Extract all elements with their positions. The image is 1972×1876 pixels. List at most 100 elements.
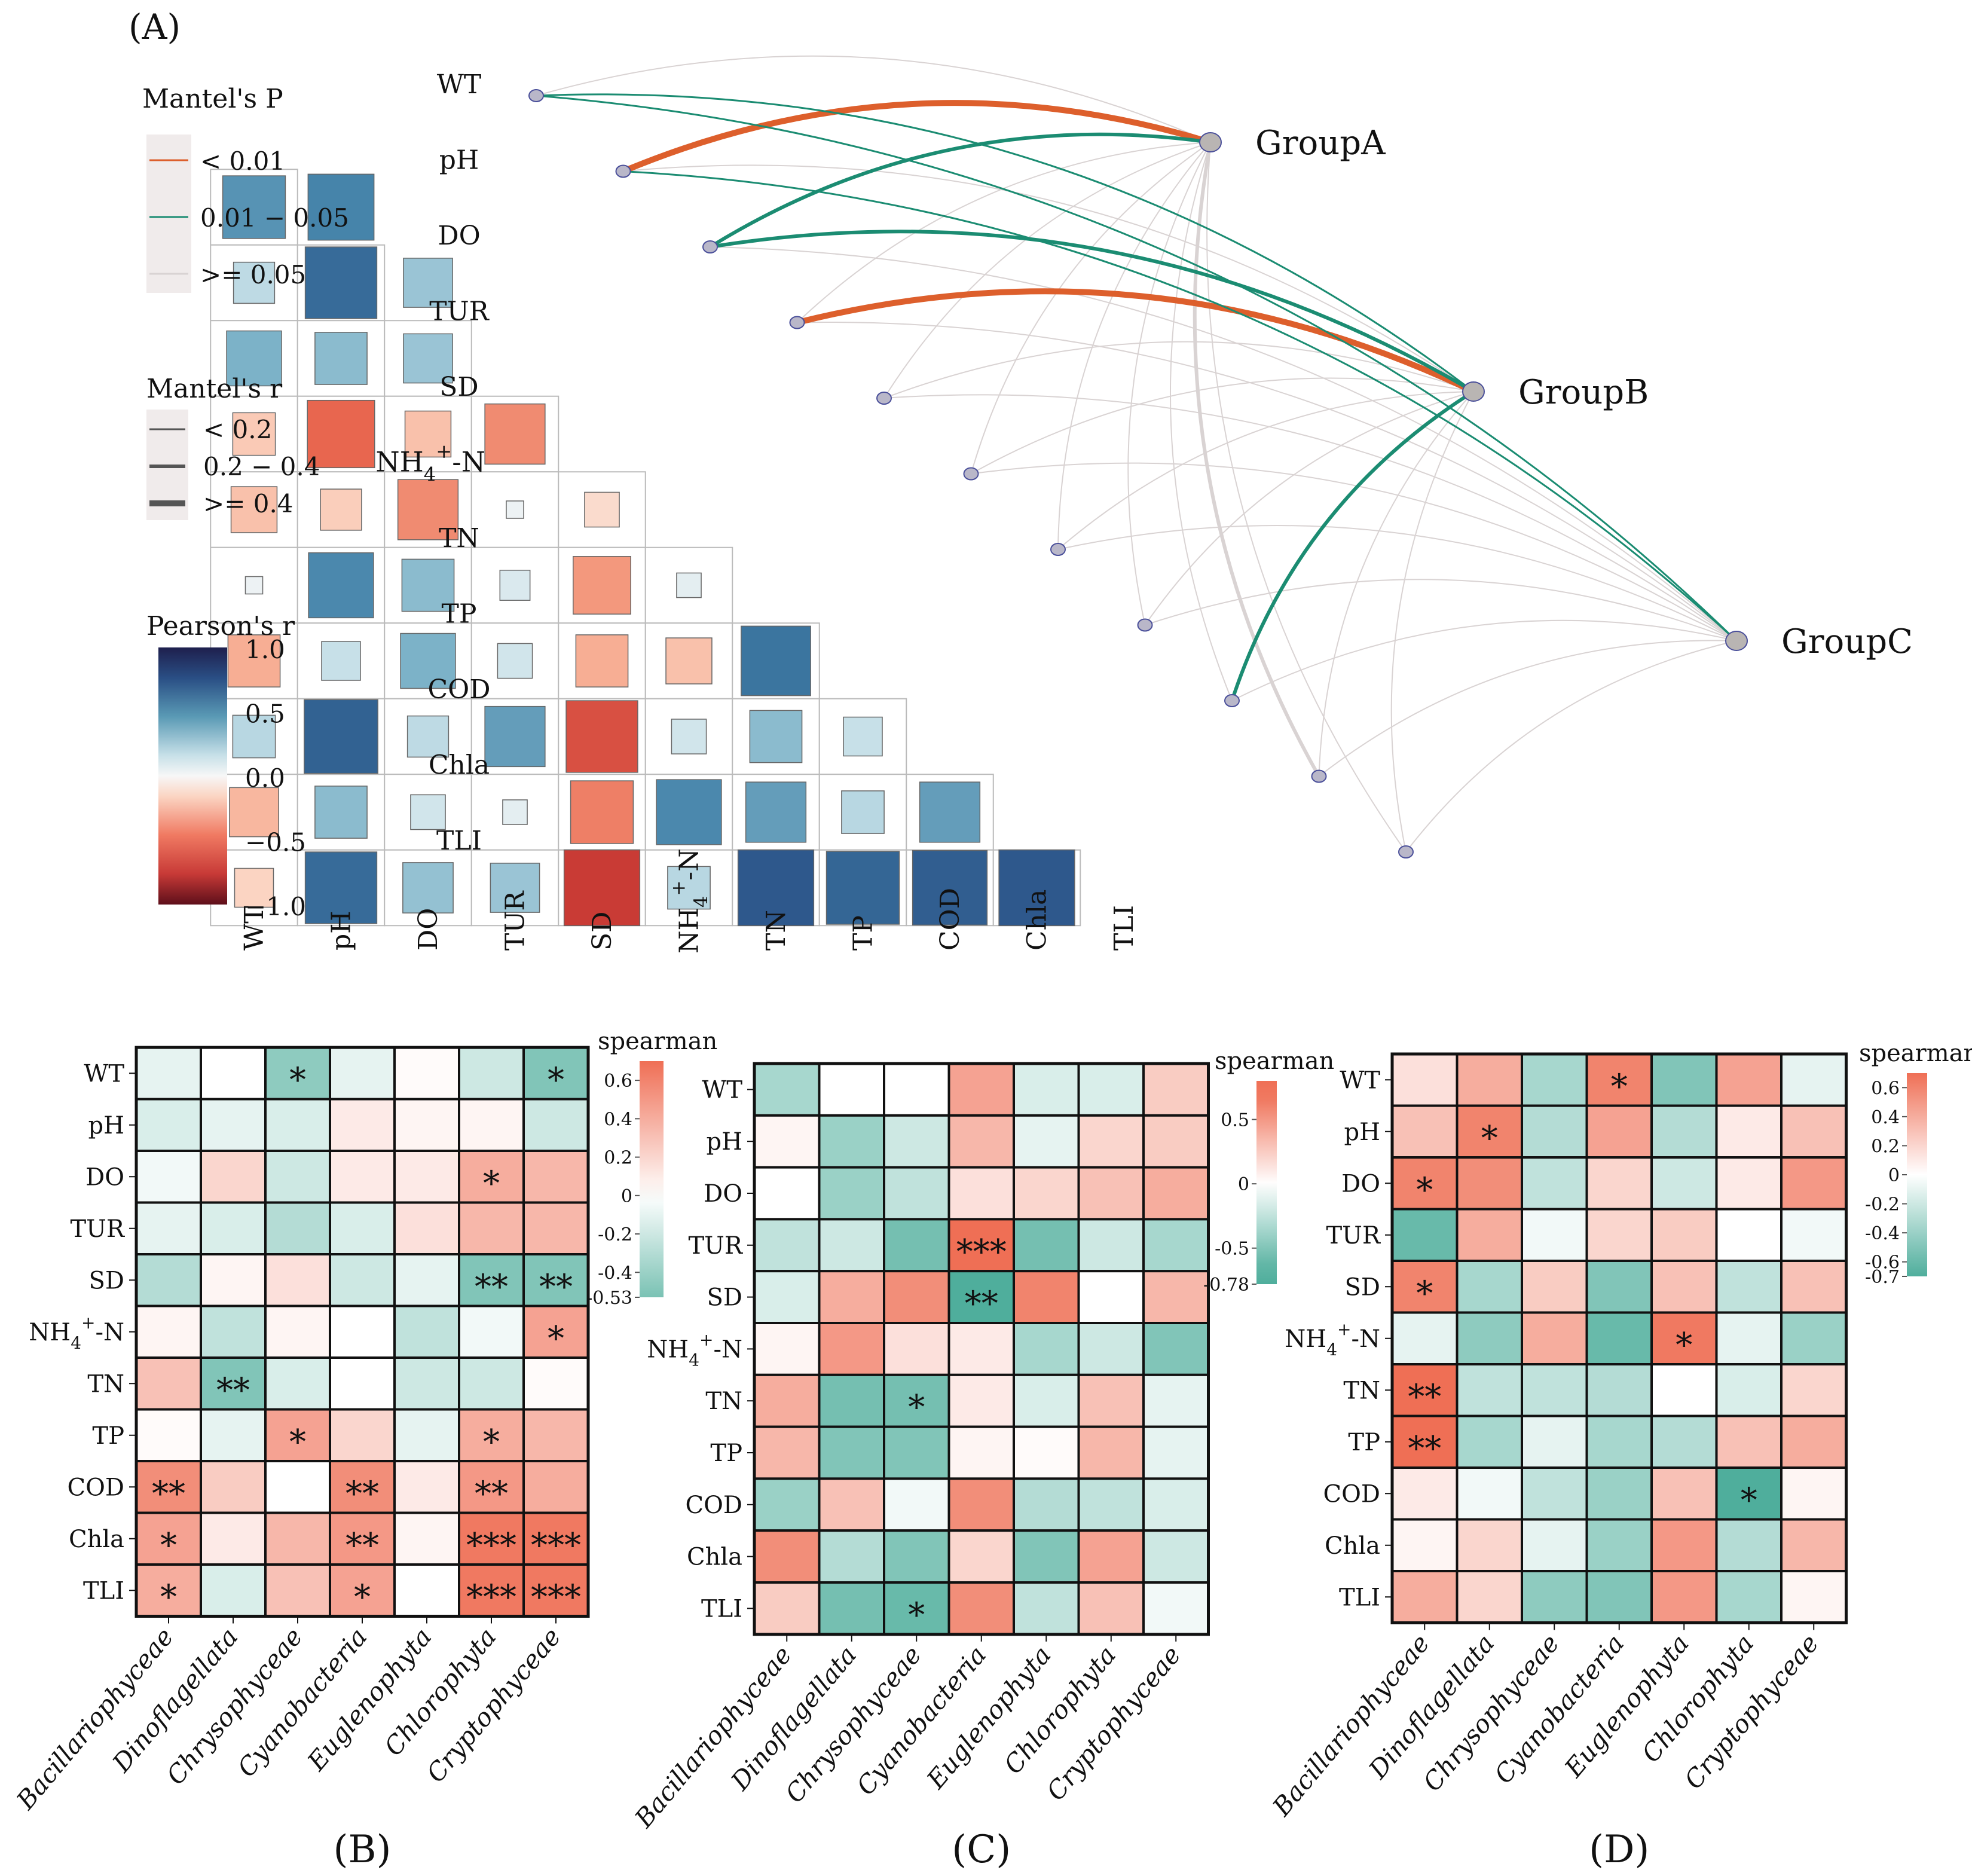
sig-mark-tn-chrysophyceae: *	[908, 1388, 925, 1427]
panel-b: * **** ****** *** ** *** ** *** **** * *** ***WTpHD…	[11, 1028, 718, 1872]
pearson-square-cod-nh4-n	[671, 719, 707, 754]
heat-cell-wt-euglenophyta	[1650, 1053, 1718, 1107]
sig-mark-sd-chlorophyta: **	[475, 1267, 508, 1306]
mantel-link-groupa-tn	[1057, 142, 1211, 550]
pearson-square-chla-wt	[229, 787, 279, 838]
heat-cell-sd-dinoflagellata	[818, 1270, 885, 1324]
heat-cell-nh4-n-chlorophyta	[458, 1304, 525, 1359]
heat-cell-do-bacillariophyceae	[753, 1166, 821, 1221]
sig-mark-tli-chlorophyta: ***	[466, 1578, 516, 1617]
heat-cell-tn-chlorophyta	[1077, 1373, 1145, 1428]
legend-mantel-r-title: Mantel's r	[146, 374, 283, 404]
row-label-ph: pH	[439, 145, 479, 176]
heat-cell-cod-cryptophyceae	[522, 1460, 589, 1514]
col-label-tur: TUR	[500, 890, 531, 951]
heat-cell-tli-bacillariophyceae	[1391, 1570, 1459, 1624]
mantel-link-groupb-do	[710, 230, 1475, 393]
row-label-nh4-n-part: 4	[424, 463, 436, 486]
mantel-link-groupb-tp	[1144, 391, 1474, 626]
sig-mark-tli-cryptophyceae: ***	[531, 1578, 581, 1617]
heat-cell-cod-chlorophyta	[1077, 1477, 1145, 1532]
heat-cell-ph-chlorophyta	[1077, 1114, 1145, 1169]
sig-mark-cod-chlorophyta: *	[1741, 1481, 1757, 1520]
heat-cell-chla-chrysophyceae	[883, 1529, 950, 1584]
legend-pearson-colorbar	[158, 647, 227, 905]
heat-cell-tur-chrysophyceae	[264, 1201, 331, 1255]
colorbar-tick-label: 0.4	[604, 1109, 632, 1130]
heat-row-label-ph: pH	[707, 1128, 743, 1156]
heat-cell-tp-euglenophyta	[1650, 1414, 1718, 1469]
heat-row-label-nh4-n: NH4+-N	[1285, 1319, 1380, 1359]
heat-cell-tn-bacillariophyceae	[135, 1356, 202, 1411]
variable-node-chla	[1311, 769, 1327, 783]
heat-cell-tp-euglenophyta	[393, 1408, 460, 1462]
pearson-square-tli-ph	[304, 851, 378, 924]
colorbar-tick-label: 0	[621, 1186, 632, 1207]
heat-cell-nh4-n-chrysophyceae	[264, 1304, 331, 1359]
sig-mark-tur-cyanobacteria: ***	[956, 1233, 1007, 1272]
colorbar-tick-label: -0.2	[598, 1224, 632, 1245]
heat-row-label-cod: COD	[68, 1474, 124, 1501]
colorbar-title: spearman	[598, 1028, 717, 1055]
heat-cell-sd-cryptophyceae	[1142, 1270, 1210, 1324]
heat-cell-chla-dinoflagellata	[1456, 1518, 1523, 1572]
heat-row-label-tn: TN	[705, 1388, 742, 1415]
heat-cell-tli-chlorophyta	[1077, 1581, 1145, 1636]
heat-cell-tp-cryptophyceae	[522, 1408, 589, 1462]
variable-node-do	[702, 240, 718, 253]
heat-row-label-nh4-n: NH4+-N	[29, 1313, 124, 1353]
sig-mark-tli-cyanobacteria: *	[354, 1578, 371, 1617]
heat-cell-cod-euglenophyta	[393, 1460, 460, 1514]
colorbar-tick-label: -0.53	[586, 1288, 632, 1309]
heat-cell-ph-cryptophyceae	[1780, 1104, 1848, 1159]
heat-cell-wt-bacillariophyceae	[135, 1046, 202, 1101]
pearson-square-tn-ph	[308, 552, 374, 619]
heat-cell-ph-euglenophyta	[1650, 1104, 1718, 1159]
heat-cell-tn-cryptophyceae	[1780, 1363, 1848, 1417]
heat-cell-tp-bacillariophyceae	[753, 1425, 821, 1480]
sig-mark-chla-cryptophyceae: ***	[531, 1526, 581, 1565]
heat-row-label-do: DO	[85, 1163, 124, 1191]
mantel-link-groupc-ph	[623, 170, 1738, 642]
heat-cell-cod-dinoflagellata	[200, 1460, 267, 1514]
panel-d: **********WTpHDOTURSDNH4+-NTNTPCODChlaTL…	[1267, 1040, 1972, 1872]
heat-cell-do-dinoflagellata	[818, 1166, 885, 1221]
heat-cell-tp-chlorophyta	[1077, 1425, 1145, 1480]
heat-cell-sd-euglenophyta	[1013, 1270, 1080, 1324]
mantel-link-groupc-wt	[536, 94, 1738, 642]
heat-cell-do-euglenophyta	[1013, 1166, 1080, 1221]
variable-node-nh4-n	[963, 467, 979, 481]
pearson-square-tn-sd	[573, 556, 631, 615]
pearson-square-chla-sd	[570, 780, 634, 844]
panel-label: (B)	[334, 1828, 392, 1872]
colorbar-tick-label: 0	[1888, 1165, 1900, 1186]
heat-cell-sd-euglenophyta	[393, 1253, 460, 1307]
mantel-link-groupa-wt	[536, 55, 1211, 143]
heat-cell-cod-cyanobacteria	[1585, 1466, 1653, 1521]
heat-cell-tur-dinoflagellata	[1456, 1208, 1523, 1262]
row-label-chla: Chla	[429, 750, 490, 781]
heat-cell-ph-chrysophyceae	[883, 1114, 950, 1169]
heat-cell-tn-chrysophyceae	[883, 1373, 950, 1428]
pearson-square-tp-tn	[741, 625, 811, 696]
sig-mark-wt-cyanobacteria: *	[1611, 1067, 1628, 1106]
heat-cell-tn-euglenophyta	[1013, 1373, 1080, 1428]
heat-row-label-tp: TP	[1348, 1429, 1380, 1456]
heat-cell-cod-chrysophyceae	[883, 1477, 950, 1532]
mantel-link-groupa-ph	[622, 100, 1212, 175]
legend-mantel-p-label: < 0.01	[200, 146, 285, 176]
sig-mark-tli-bacillariophyceae: *	[160, 1578, 177, 1617]
heat-row-label-tur: TUR	[688, 1232, 743, 1260]
heat-cell-tp-cyanobacteria	[329, 1408, 396, 1462]
heat-cell-chla-chlorophyta	[1715, 1518, 1783, 1572]
sig-mark-cod-bacillariophyceae: **	[152, 1474, 185, 1513]
heat-cell-tli-cryptophyceae	[1780, 1570, 1848, 1624]
sig-mark-cod-chlorophyta: **	[475, 1474, 508, 1513]
heat-cell-tur-cryptophyceae	[1142, 1218, 1210, 1273]
mantel-link-groupc-sd	[883, 394, 1737, 641]
legend-pearson-tick: −0.5	[245, 828, 306, 857]
sig-mark-sd-cyanobacteria: **	[965, 1285, 998, 1324]
heat-cell-tp-bacillariophyceae	[135, 1408, 202, 1462]
